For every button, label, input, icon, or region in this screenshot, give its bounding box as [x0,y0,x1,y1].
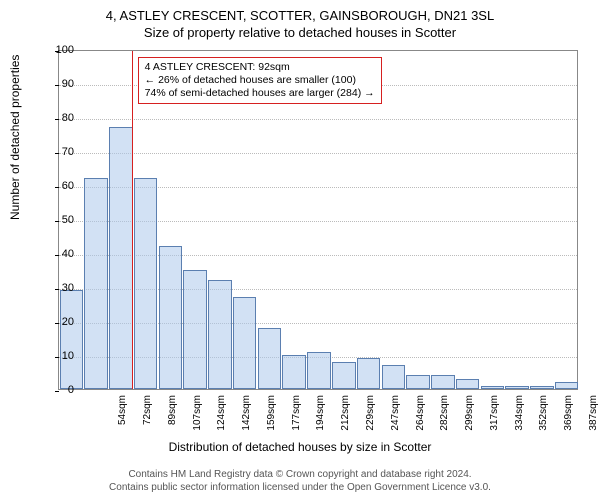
x-tick-label: 229sqm [365,395,376,445]
histogram-bar [456,379,480,389]
y-axis-label: Number of detached properties [8,55,22,220]
histogram-bar [208,280,232,389]
annotation-box: 4 ASTLEY CRESCENT: 92sqm ← 26% of detach… [138,57,382,104]
footer-line-2: Contains public sector information licen… [0,481,600,494]
x-tick-label: 334sqm [514,395,525,445]
y-tick-label: 60 [44,180,74,192]
chart-title-address: 4, ASTLEY CRESCENT, SCOTTER, GAINSBOROUG… [0,0,600,23]
histogram-bar [60,290,84,389]
x-axis-label: Distribution of detached houses by size … [0,440,600,454]
x-tick-label: 72sqm [142,395,153,445]
footer-attribution: Contains HM Land Registry data © Crown c… [0,468,600,494]
histogram-bar [530,386,554,389]
x-tick-label: 352sqm [538,395,549,445]
y-tick-label: 90 [44,78,74,90]
x-tick-label: 212sqm [340,395,351,445]
y-tick-label: 0 [44,384,74,396]
histogram-bar [109,127,133,389]
histogram-bar [357,358,381,389]
x-tick-label: 369sqm [563,395,574,445]
x-tick-label: 177sqm [291,395,302,445]
histogram-bar [505,386,529,389]
x-tick-label: 194sqm [315,395,326,445]
y-tick-label: 30 [44,282,74,294]
annotation-line-2: ← 26% of detached houses are smaller (10… [145,74,375,87]
x-tick-label: 317sqm [489,395,500,445]
histogram-bar [382,365,406,389]
histogram-bar [258,328,282,389]
plot-area: 4 ASTLEY CRESCENT: 92sqm ← 26% of detach… [58,50,578,390]
x-tick-label: 54sqm [117,395,128,445]
histogram-bar [84,178,108,389]
y-tick-label: 100 [44,44,74,56]
histogram-bar [406,375,430,389]
x-tick-label: 107sqm [192,395,203,445]
histogram-bar [431,375,455,389]
x-tick-label: 299sqm [464,395,475,445]
histogram-bar [282,355,306,389]
histogram-bar [233,297,257,389]
histogram-bar [481,386,505,389]
histogram-bar [332,362,356,389]
chart-container: 4, ASTLEY CRESCENT, SCOTTER, GAINSBOROUG… [0,0,600,500]
histogram-bar [134,178,158,389]
x-tick-label: 282sqm [439,395,450,445]
annotation-line-1: 4 ASTLEY CRESCENT: 92sqm [145,61,375,74]
chart-subtitle: Size of property relative to detached ho… [0,23,600,40]
x-tick-label: 142sqm [241,395,252,445]
x-tick-label: 264sqm [415,395,426,445]
property-marker-line [132,51,133,389]
y-tick-label: 10 [44,350,74,362]
y-tick-label: 20 [44,316,74,328]
x-tick-label: 124sqm [216,395,227,445]
y-tick-label: 40 [44,248,74,260]
y-tick-label: 80 [44,112,74,124]
y-tick-label: 70 [44,146,74,158]
annotation-line-3: 74% of semi-detached houses are larger (… [145,87,375,100]
x-tick-label: 159sqm [266,395,277,445]
x-tick-label: 247sqm [390,395,401,445]
histogram-bar [555,382,579,389]
histogram-bar [307,352,331,389]
x-tick-label: 89sqm [167,395,178,445]
histogram-bar [159,246,183,389]
histogram-bar [183,270,207,389]
x-tick-label: 387sqm [588,395,599,445]
y-tick-label: 50 [44,214,74,226]
footer-line-1: Contains HM Land Registry data © Crown c… [0,468,600,481]
